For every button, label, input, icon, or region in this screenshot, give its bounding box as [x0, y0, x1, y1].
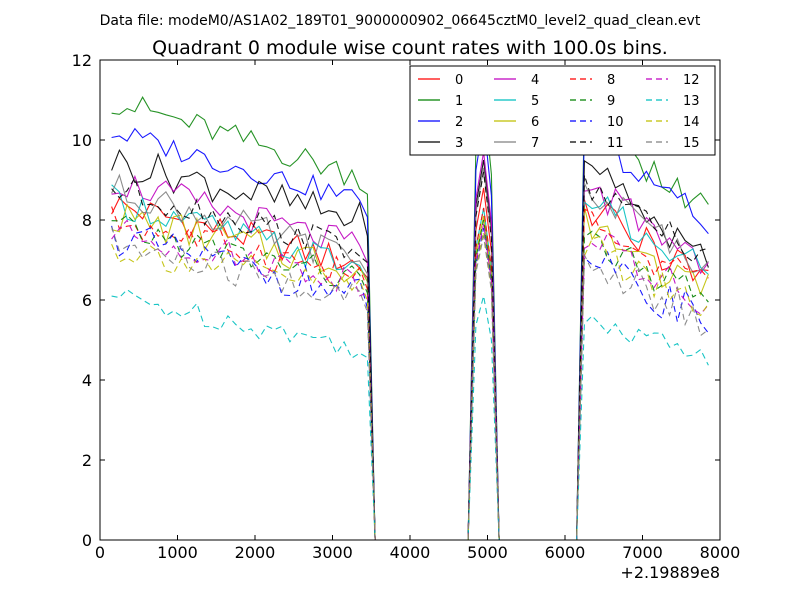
- series-layer: [111, 93, 709, 540]
- series-line-8: [111, 206, 709, 540]
- series-line-15: [111, 226, 709, 540]
- series-line-5: [111, 184, 709, 540]
- legend-label: 12: [683, 73, 700, 88]
- legend-label: 0: [455, 73, 463, 88]
- legend-label: 9: [607, 94, 615, 109]
- x-tick-label: 0: [95, 543, 105, 562]
- chart-title: Quadrant 0 module wise count rates with …: [152, 37, 668, 59]
- legend-label: 8: [607, 73, 615, 88]
- series-line-7: [111, 167, 709, 540]
- legend-label: 10: [607, 115, 624, 130]
- series-line-9: [111, 214, 709, 540]
- x-tick-label: 3000: [312, 543, 353, 562]
- y-tick-label: 12: [72, 51, 92, 70]
- x-tick-label: 8000: [700, 543, 741, 562]
- y-tick-label: 4: [82, 371, 92, 390]
- legend-box: [409, 65, 716, 156]
- x-tick-label: 4000: [390, 543, 431, 562]
- legend-label: 15: [683, 136, 700, 151]
- x-tick-label: 2000: [235, 543, 276, 562]
- x-tick-label: 1000: [157, 543, 198, 562]
- legend-label: 5: [531, 94, 539, 109]
- x-tick-label: 6000: [545, 543, 586, 562]
- tick-label-layer: 0 1000 2000 3000 4000 5000 6000 7000 80000246810…: [72, 51, 741, 562]
- legend-label: 14: [683, 115, 700, 130]
- legend-label: 3: [455, 136, 463, 151]
- legend-label: 4: [531, 73, 539, 88]
- series-line-11: [111, 171, 709, 540]
- legend-label: 2: [455, 115, 463, 130]
- series-line-6: [111, 203, 709, 540]
- y-tick-label: 10: [72, 131, 92, 150]
- legend-label: 7: [531, 136, 539, 151]
- series-line-4: [111, 151, 709, 540]
- series-line-14: [111, 231, 709, 540]
- chart-suptitle: Data file: modeM0/AS1A02_189T01_90000009…: [100, 13, 701, 29]
- series-line-3: [111, 148, 709, 540]
- x-offset-label: +2.19889e8: [620, 563, 720, 582]
- y-tick-label: 6: [82, 291, 92, 310]
- legend-label: 11: [607, 136, 624, 151]
- y-tick-label: 8: [82, 211, 92, 230]
- series-line-13: [111, 288, 709, 540]
- x-tick-label: 7000: [622, 543, 663, 562]
- legend-label: 1: [455, 94, 463, 109]
- plot-frame: [99, 59, 721, 541]
- y-tick-label: 0: [82, 531, 92, 550]
- x-tick-label: 5000: [467, 543, 508, 562]
- legend-label: 6: [531, 115, 539, 130]
- legend-label: 13: [683, 94, 700, 109]
- y-tick-label: 2: [82, 451, 92, 470]
